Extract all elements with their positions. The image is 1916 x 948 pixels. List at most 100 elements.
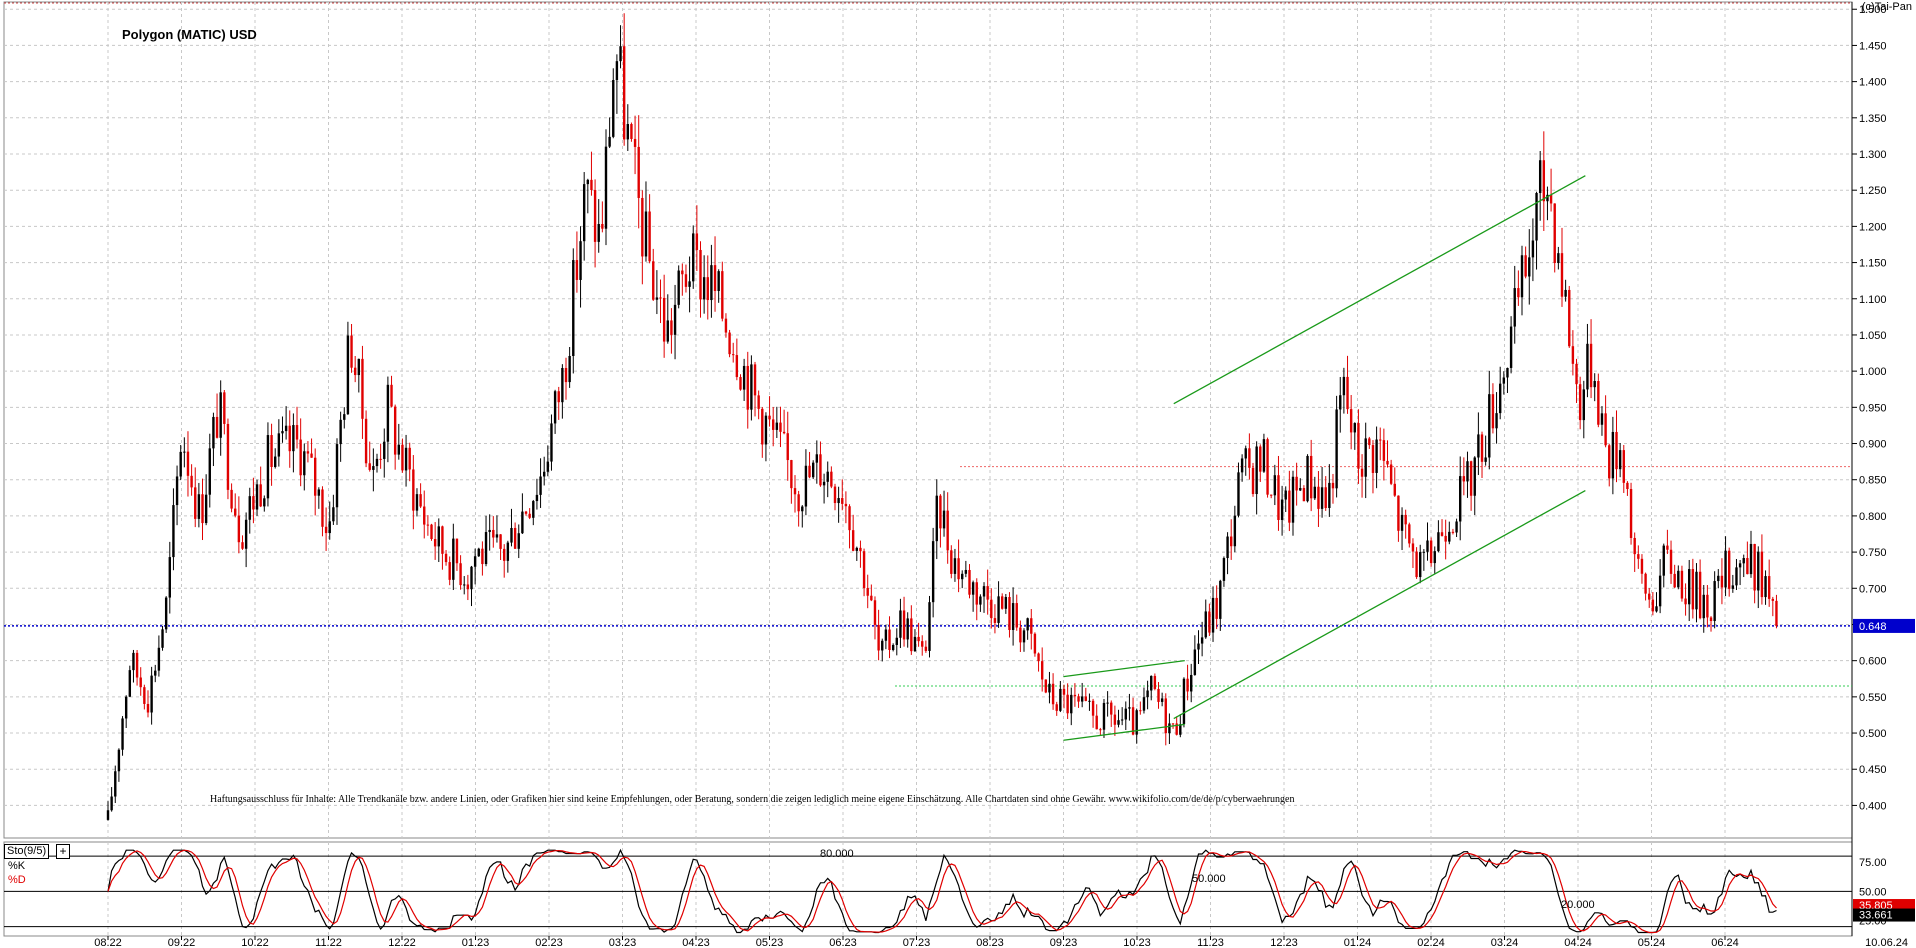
candle-body xyxy=(968,569,971,595)
candle-body xyxy=(706,277,709,301)
candle-body xyxy=(186,451,190,476)
expand-indicator-button[interactable]: + xyxy=(56,844,70,859)
candle-body xyxy=(739,377,742,390)
x-tick-label: 03.23 xyxy=(609,937,637,948)
candle-body xyxy=(488,529,491,533)
candle-body xyxy=(1706,594,1709,618)
candle-body xyxy=(1633,537,1636,555)
candle-body xyxy=(957,558,960,580)
candle-body xyxy=(1644,573,1647,594)
candle-body xyxy=(1648,593,1651,600)
candle-body xyxy=(1459,476,1462,522)
candle-body xyxy=(764,415,768,445)
candle-body xyxy=(997,596,1000,623)
candle-body xyxy=(1157,688,1160,702)
candle-body xyxy=(1353,423,1356,433)
x-tick-label: 09.23 xyxy=(1050,937,1078,948)
candle-body xyxy=(964,569,968,574)
x-tick-label: 09.22 xyxy=(168,937,196,948)
candle-body xyxy=(1411,543,1415,552)
candle-body xyxy=(335,444,339,508)
x-tick-label: 08.22 xyxy=(94,937,122,948)
candle-body xyxy=(1146,690,1149,698)
current-price-badge xyxy=(1853,618,1915,633)
candle-body xyxy=(1077,696,1080,702)
candle-body xyxy=(135,652,139,678)
candle-body xyxy=(441,526,444,554)
x-tick-label: 10.22 xyxy=(241,937,269,948)
candle-body xyxy=(510,527,513,543)
candle-body xyxy=(448,562,451,580)
x-tick-label: 11.23 xyxy=(1197,937,1224,948)
candle-body xyxy=(1124,708,1127,720)
candle-body xyxy=(1466,461,1469,482)
candle-body xyxy=(735,355,739,378)
candle-body xyxy=(542,471,546,477)
candle-body xyxy=(1277,475,1280,520)
candle-body xyxy=(546,461,550,472)
y-tick-label: 1.100 xyxy=(1859,294,1887,306)
candle-body xyxy=(873,600,877,625)
candle-body xyxy=(284,425,288,432)
candle-body xyxy=(332,507,335,522)
trendline-2 xyxy=(1173,490,1586,720)
candle-body xyxy=(633,138,637,147)
candle-body xyxy=(423,506,426,525)
d-legend-label: %D xyxy=(8,874,26,886)
candle-body xyxy=(521,511,524,534)
candle-body xyxy=(1139,710,1142,712)
candle-body xyxy=(652,261,655,300)
candle-body xyxy=(459,563,462,586)
candle-body xyxy=(324,526,328,534)
candle-body xyxy=(1560,253,1564,297)
candle-body xyxy=(1131,707,1135,735)
candle-body xyxy=(910,618,913,652)
candle-body xyxy=(310,453,313,458)
candle-body xyxy=(604,146,608,229)
candle-body xyxy=(870,595,873,601)
candle-body xyxy=(851,530,855,551)
indicator-name-button[interactable]: Sto(9/5) xyxy=(4,844,50,859)
candle-body xyxy=(593,190,597,242)
candle-body xyxy=(1302,487,1306,502)
candle-body xyxy=(786,433,789,461)
candle-body xyxy=(539,476,542,495)
candle-body xyxy=(1153,675,1157,689)
candle-body xyxy=(1269,494,1273,496)
candle-body xyxy=(317,489,321,496)
candle-body xyxy=(1262,439,1266,472)
candle-body xyxy=(1600,413,1604,425)
candle-body xyxy=(666,320,669,342)
candle-body xyxy=(1626,482,1629,490)
candle-body xyxy=(1658,575,1662,607)
x-tick-label: 06.23 xyxy=(829,937,857,948)
candle-body xyxy=(1415,551,1418,578)
candle-body xyxy=(779,422,782,432)
candle-body xyxy=(1771,598,1775,601)
candle-body xyxy=(212,416,215,449)
candle-body xyxy=(582,184,586,242)
candle-body xyxy=(175,476,179,506)
candle-body xyxy=(742,365,746,390)
candle-body xyxy=(844,503,848,507)
candle-body xyxy=(1586,343,1589,390)
candle-body xyxy=(1070,694,1073,714)
candle-body xyxy=(1248,448,1251,468)
candle-body xyxy=(630,124,633,139)
candle-body xyxy=(1110,702,1113,715)
candle-body xyxy=(226,423,230,490)
current-price-label: 0.648 xyxy=(1859,621,1887,633)
candle-body xyxy=(771,419,775,430)
candle-body xyxy=(1150,675,1153,691)
candle-body xyxy=(866,588,869,596)
candle-body xyxy=(1389,464,1393,484)
candle-body xyxy=(1502,377,1506,384)
candle-body xyxy=(433,539,437,547)
candle-body xyxy=(1731,585,1735,589)
x-tick-label: 10.23 xyxy=(1123,937,1151,948)
candle-body xyxy=(230,489,233,509)
candle-body xyxy=(1368,438,1371,446)
candle-body xyxy=(1030,618,1033,634)
candle-body xyxy=(1179,724,1182,735)
candle-body xyxy=(1651,599,1655,612)
